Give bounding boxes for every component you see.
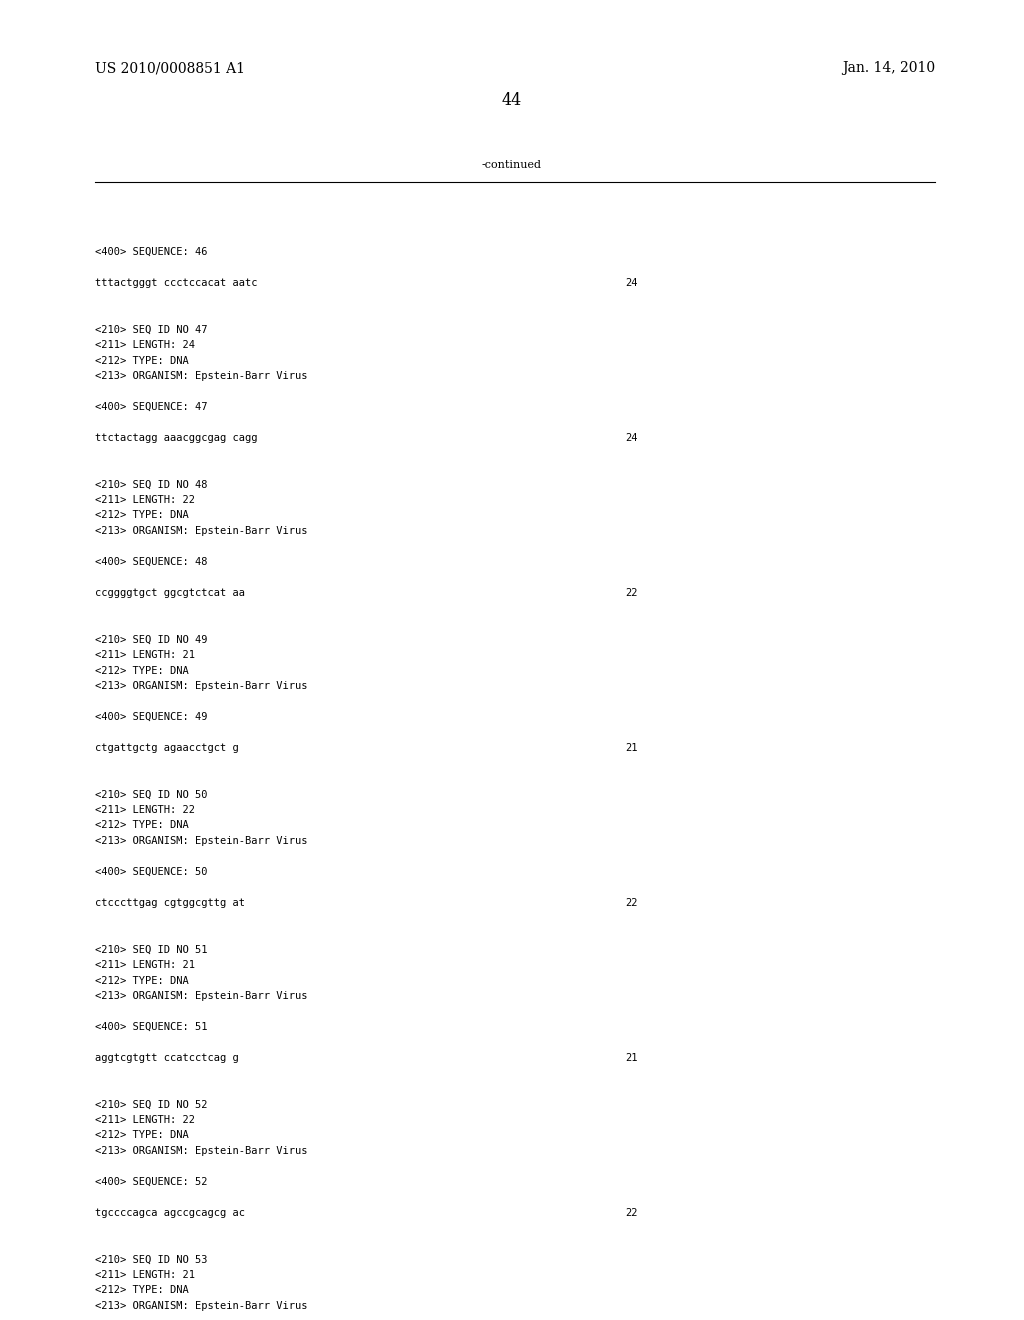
Text: 22: 22 — [625, 587, 638, 598]
Text: ttctactagg aaacggcgag cagg: ttctactagg aaacggcgag cagg — [95, 433, 257, 444]
Text: <211> LENGTH: 24: <211> LENGTH: 24 — [95, 341, 195, 350]
Text: <211> LENGTH: 21: <211> LENGTH: 21 — [95, 1270, 195, 1280]
Text: <212> TYPE: DNA: <212> TYPE: DNA — [95, 665, 188, 676]
Text: <212> TYPE: DNA: <212> TYPE: DNA — [95, 355, 188, 366]
Text: Jan. 14, 2010: Jan. 14, 2010 — [842, 61, 935, 75]
Text: <211> LENGTH: 22: <211> LENGTH: 22 — [95, 805, 195, 814]
Text: <213> ORGANISM: Epstein-Barr Virus: <213> ORGANISM: Epstein-Barr Virus — [95, 1302, 307, 1311]
Text: <213> ORGANISM: Epstein-Barr Virus: <213> ORGANISM: Epstein-Barr Virus — [95, 991, 307, 1001]
Text: <213> ORGANISM: Epstein-Barr Virus: <213> ORGANISM: Epstein-Barr Virus — [95, 1146, 307, 1156]
Text: <210> SEQ ID NO 49: <210> SEQ ID NO 49 — [95, 635, 208, 644]
Text: <400> SEQUENCE: 49: <400> SEQUENCE: 49 — [95, 711, 208, 722]
Text: tttactgggt ccctccacat aatc: tttactgggt ccctccacat aatc — [95, 279, 257, 288]
Text: ctgattgctg agaacctgct g: ctgattgctg agaacctgct g — [95, 743, 239, 752]
Text: ctcccttgag cgtggcgttg at: ctcccttgag cgtggcgttg at — [95, 898, 245, 908]
Text: 22: 22 — [625, 898, 638, 908]
Text: <213> ORGANISM: Epstein-Barr Virus: <213> ORGANISM: Epstein-Barr Virus — [95, 525, 307, 536]
Text: US 2010/0008851 A1: US 2010/0008851 A1 — [95, 61, 245, 75]
Text: 24: 24 — [625, 433, 638, 444]
Text: <400> SEQUENCE: 52: <400> SEQUENCE: 52 — [95, 1177, 208, 1187]
Text: ccggggtgct ggcgtctcat aa: ccggggtgct ggcgtctcat aa — [95, 587, 245, 598]
Text: -continued: -continued — [482, 160, 542, 170]
Text: <400> SEQUENCE: 48: <400> SEQUENCE: 48 — [95, 557, 208, 568]
Text: <212> TYPE: DNA: <212> TYPE: DNA — [95, 1130, 188, 1140]
Text: <213> ORGANISM: Epstein-Barr Virus: <213> ORGANISM: Epstein-Barr Virus — [95, 681, 307, 690]
Text: <213> ORGANISM: Epstein-Barr Virus: <213> ORGANISM: Epstein-Barr Virus — [95, 836, 307, 846]
Text: <212> TYPE: DNA: <212> TYPE: DNA — [95, 975, 188, 986]
Text: <210> SEQ ID NO 51: <210> SEQ ID NO 51 — [95, 945, 208, 954]
Text: <210> SEQ ID NO 50: <210> SEQ ID NO 50 — [95, 789, 208, 800]
Text: aggtcgtgtt ccatcctcag g: aggtcgtgtt ccatcctcag g — [95, 1053, 239, 1063]
Text: <400> SEQUENCE: 50: <400> SEQUENCE: 50 — [95, 867, 208, 876]
Text: <400> SEQUENCE: 47: <400> SEQUENCE: 47 — [95, 403, 208, 412]
Text: <213> ORGANISM: Epstein-Barr Virus: <213> ORGANISM: Epstein-Barr Virus — [95, 371, 307, 381]
Text: <210> SEQ ID NO 52: <210> SEQ ID NO 52 — [95, 1100, 208, 1110]
Text: <210> SEQ ID NO 53: <210> SEQ ID NO 53 — [95, 1254, 208, 1265]
Text: <211> LENGTH: 21: <211> LENGTH: 21 — [95, 649, 195, 660]
Text: <212> TYPE: DNA: <212> TYPE: DNA — [95, 821, 188, 830]
Text: <211> LENGTH: 21: <211> LENGTH: 21 — [95, 960, 195, 970]
Text: <212> TYPE: DNA: <212> TYPE: DNA — [95, 1286, 188, 1295]
Text: <400> SEQUENCE: 51: <400> SEQUENCE: 51 — [95, 1022, 208, 1032]
Text: <212> TYPE: DNA: <212> TYPE: DNA — [95, 511, 188, 520]
Text: 24: 24 — [625, 279, 638, 288]
Text: 22: 22 — [625, 1208, 638, 1218]
Text: <211> LENGTH: 22: <211> LENGTH: 22 — [95, 495, 195, 506]
Text: <400> SEQUENCE: 46: <400> SEQUENCE: 46 — [95, 247, 208, 257]
Text: 44: 44 — [502, 92, 522, 110]
Text: tgccccagca agccgcagcg ac: tgccccagca agccgcagcg ac — [95, 1208, 245, 1218]
Text: <210> SEQ ID NO 48: <210> SEQ ID NO 48 — [95, 479, 208, 490]
Text: 21: 21 — [625, 743, 638, 752]
Text: <211> LENGTH: 22: <211> LENGTH: 22 — [95, 1115, 195, 1125]
Text: <210> SEQ ID NO 47: <210> SEQ ID NO 47 — [95, 325, 208, 334]
Text: 21: 21 — [625, 1053, 638, 1063]
